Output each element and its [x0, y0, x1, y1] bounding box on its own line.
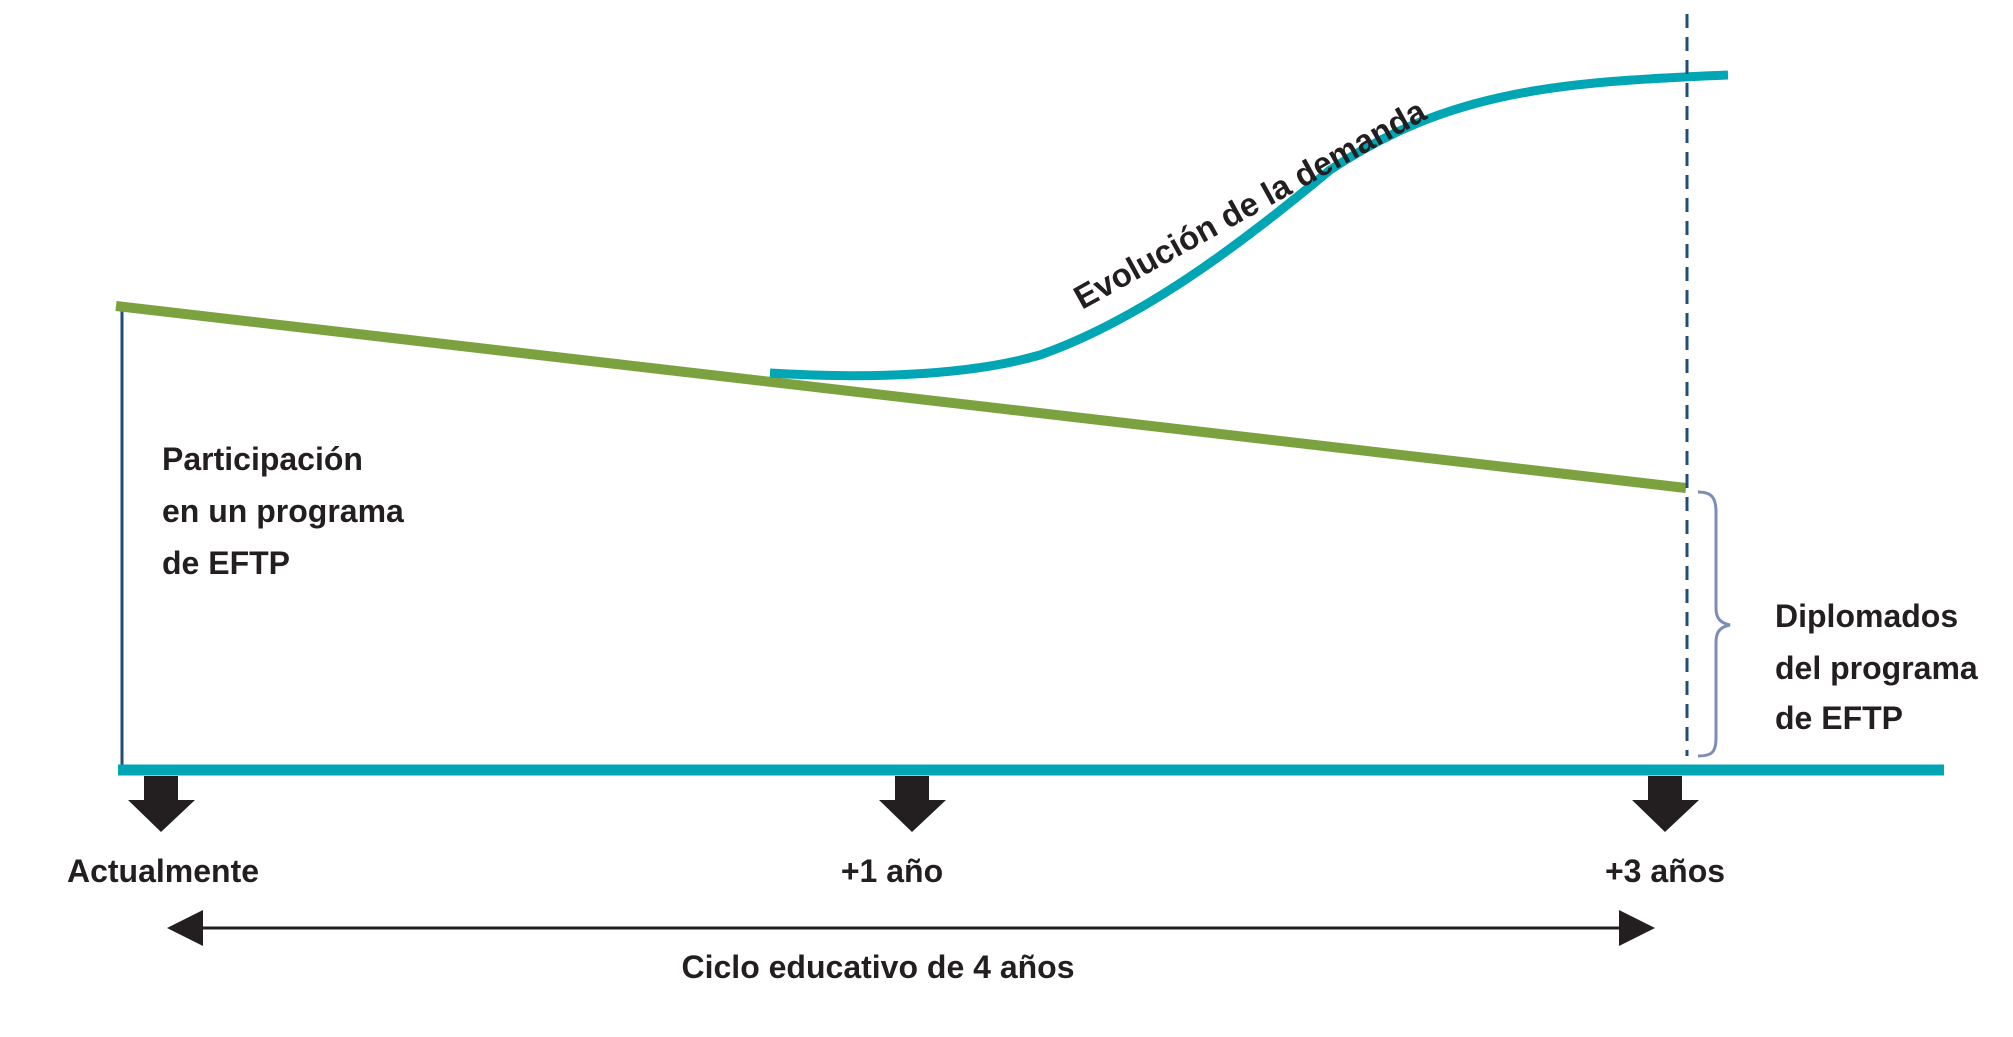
timeline-mid-label: +1 año — [841, 853, 943, 889]
timeline-start-label: Actualmente — [67, 853, 259, 889]
demand-curve — [769, 70, 1729, 381]
participation-label-line-3: de EFTP — [162, 545, 290, 581]
cycle-label: Ciclo educativo de 4 años — [682, 949, 1075, 985]
participation-label-line-2: en un programa — [162, 493, 404, 529]
participation-label: Participación en un programa de EFTP — [162, 441, 413, 581]
down-arrow-icon — [1632, 776, 1699, 832]
participation-label-line-1: Participación — [162, 441, 363, 477]
participation-line — [115, 301, 1687, 493]
graduates-brace — [1697, 490, 1731, 758]
graduates-label-line-2: del programa — [1775, 650, 1978, 686]
graduates-label: Diplomados del programa de EFTP — [1775, 598, 1987, 736]
graduates-label-line-3: de EFTP — [1775, 700, 1903, 736]
diagram-background — [14, 6, 2013, 1037]
demand-curve-label: Evolución de la demanda — [1067, 91, 1432, 316]
graduates-label-line-1: Diplomados — [1775, 598, 1958, 634]
timeline-end-label: +3 años — [1605, 853, 1725, 889]
down-arrow-icon — [879, 776, 946, 832]
down-arrow-icon — [128, 776, 195, 832]
